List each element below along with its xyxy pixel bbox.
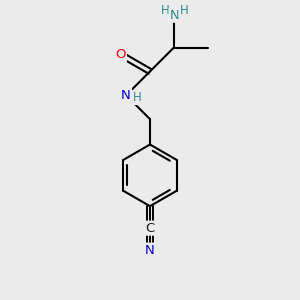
Text: H: H	[179, 4, 188, 17]
Text: H: H	[133, 91, 142, 104]
Text: C: C	[146, 222, 154, 235]
Text: O: O	[116, 48, 126, 61]
Text: N: N	[169, 9, 179, 22]
Text: H: H	[161, 4, 170, 17]
Text: N: N	[145, 244, 155, 256]
Text: N: N	[121, 89, 131, 102]
